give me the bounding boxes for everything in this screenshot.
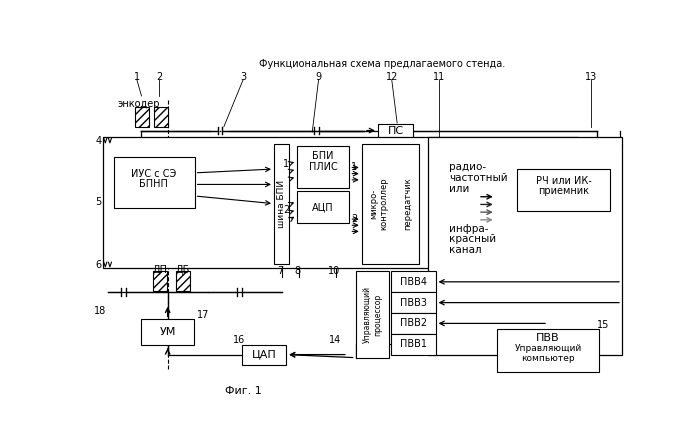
Bar (361, 145, 419, 264)
Text: БПИ: БПИ (312, 151, 334, 161)
Text: красный: красный (449, 234, 496, 244)
Text: РЧ или ИК-: РЧ или ИК- (535, 176, 591, 186)
Text: канал: канал (449, 245, 482, 255)
Text: 2: 2 (283, 205, 289, 215)
Bar (517, 169, 610, 211)
Text: 3: 3 (240, 72, 246, 82)
Bar (391, 292, 435, 313)
Text: 1: 1 (283, 159, 289, 169)
Text: 7: 7 (277, 266, 283, 277)
Text: частотный: частотный (449, 173, 508, 183)
Text: 2: 2 (156, 72, 162, 82)
Text: 11: 11 (433, 72, 445, 82)
Text: приемник: приемник (538, 186, 589, 196)
Text: 8: 8 (294, 266, 300, 277)
Text: АЦП: АЦП (312, 202, 334, 213)
Text: шина БПИ: шина БПИ (277, 180, 286, 228)
Bar (391, 334, 435, 355)
Text: 1: 1 (351, 162, 357, 173)
Bar (428, 136, 622, 355)
Text: ПВВ3: ПВВ3 (400, 297, 427, 308)
Text: передатчик: передатчик (403, 178, 412, 230)
Bar (114, 157, 194, 207)
Text: ЦАП: ЦАП (252, 350, 276, 359)
Bar (297, 146, 350, 188)
Text: микро-
контроллер: микро- контроллер (369, 178, 389, 230)
Text: 4: 4 (95, 136, 101, 145)
Bar (391, 272, 435, 292)
Text: инфра-: инфра- (449, 224, 489, 234)
Text: Функциональная схема предлагаемого стенда.: Функциональная схема предлагаемого стенд… (259, 58, 505, 69)
Bar (136, 107, 149, 128)
Text: 17: 17 (197, 310, 209, 320)
Text: 18: 18 (94, 306, 106, 317)
Text: ПВВ4: ПВВ4 (400, 277, 427, 287)
Text: ИУС с СЭ: ИУС с СЭ (131, 169, 176, 179)
Bar (153, 272, 167, 291)
Text: ПС: ПС (387, 126, 403, 136)
Text: Фиг. 1: Фиг. 1 (225, 386, 261, 396)
Bar (391, 313, 435, 334)
Text: 2: 2 (351, 214, 357, 224)
Text: 12: 12 (386, 72, 398, 82)
Text: 10: 10 (328, 266, 340, 277)
Text: Управляющий
процессор: Управляющий процессор (363, 286, 382, 343)
Text: 9: 9 (315, 72, 322, 82)
Text: ПВВ: ПВВ (536, 334, 560, 343)
Text: 5: 5 (95, 197, 101, 207)
Text: 1: 1 (134, 72, 140, 82)
Text: ПВВ2: ПВВ2 (400, 318, 427, 328)
Bar (356, 272, 389, 358)
Text: компьютер: компьютер (521, 354, 575, 363)
Text: 6: 6 (95, 260, 101, 269)
Text: УМ: УМ (159, 327, 176, 337)
Text: энкодер: энкодер (118, 99, 161, 108)
Text: 15: 15 (597, 320, 610, 330)
Bar (103, 136, 578, 268)
Bar (274, 145, 289, 264)
Text: ПВВ1: ПВВ1 (400, 339, 427, 349)
Text: БПНП: БПНП (139, 179, 168, 190)
Bar (176, 272, 190, 291)
Text: 16: 16 (233, 335, 245, 345)
Text: или: или (449, 184, 470, 194)
Text: 13: 13 (585, 72, 597, 82)
Bar (297, 190, 350, 223)
Text: радио-: радио- (449, 162, 487, 173)
Text: 14: 14 (329, 335, 342, 345)
Bar (497, 329, 599, 372)
Bar (141, 319, 194, 345)
Text: ПЛИС: ПЛИС (309, 162, 338, 172)
Bar (154, 107, 168, 128)
Text: ДП: ДП (152, 265, 168, 275)
Bar (242, 345, 287, 364)
Text: ДБ: ДБ (176, 265, 190, 275)
Bar (378, 124, 413, 139)
Text: Управляющий: Управляющий (514, 344, 582, 353)
